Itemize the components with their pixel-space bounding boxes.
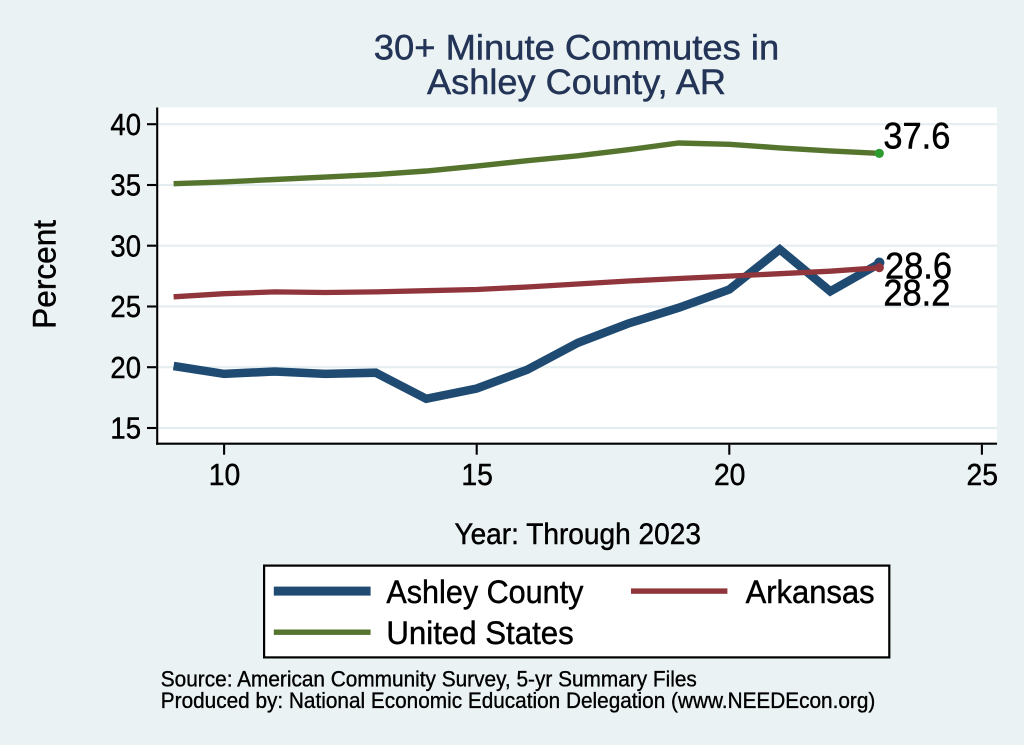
svg-text:United States: United States xyxy=(386,615,573,651)
svg-text:15: 15 xyxy=(110,411,141,446)
svg-text:40: 40 xyxy=(110,107,141,142)
svg-text:15: 15 xyxy=(461,457,493,492)
svg-text:Ashley County, AR: Ashley County, AR xyxy=(427,63,726,102)
svg-text:37.6: 37.6 xyxy=(883,116,950,157)
svg-text:Produced by: National Economic: Produced by: National Economic Education… xyxy=(161,688,876,713)
svg-text:Source: American Community Sur: Source: American Community Survey, 5-yr … xyxy=(161,667,697,692)
svg-text:Percent: Percent xyxy=(27,220,63,329)
svg-text:Year: Through 2023: Year: Through 2023 xyxy=(454,518,701,551)
svg-text:20: 20 xyxy=(110,350,141,385)
svg-text:20: 20 xyxy=(714,457,746,492)
svg-text:30+ Minute Commutes in: 30+ Minute Commutes in xyxy=(374,29,779,68)
svg-text:28.6: 28.6 xyxy=(885,246,952,287)
svg-text:10: 10 xyxy=(209,457,241,492)
svg-text:28.2: 28.2 xyxy=(883,273,950,314)
svg-text:30: 30 xyxy=(110,228,141,263)
svg-text:25: 25 xyxy=(967,457,999,492)
svg-text:35: 35 xyxy=(110,168,141,203)
svg-text:Arkansas: Arkansas xyxy=(746,574,875,610)
svg-text:Ashley County: Ashley County xyxy=(386,574,583,610)
svg-text:25: 25 xyxy=(110,289,141,324)
